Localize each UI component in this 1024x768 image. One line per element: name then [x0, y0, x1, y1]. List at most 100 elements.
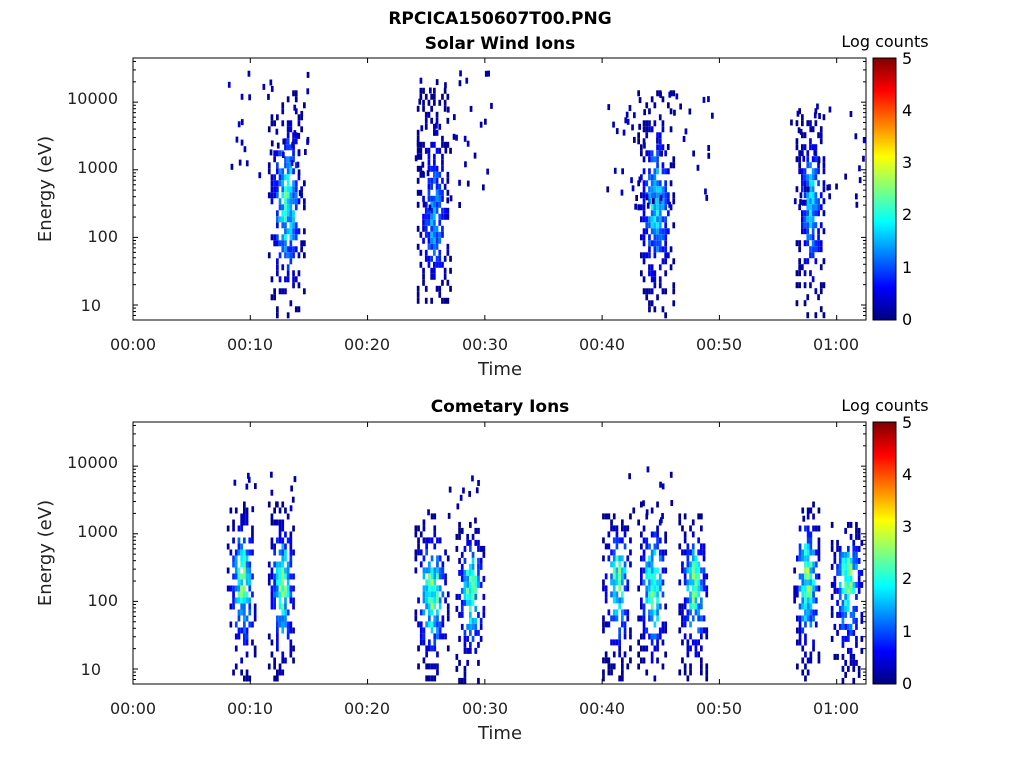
heatmap-cell [809, 162, 812, 169]
heatmap-cell [479, 623, 483, 630]
heatmap-cell [661, 246, 665, 253]
colorbar-tick: 3 [902, 153, 912, 172]
figure-title: RPCICA150607T00.PNG [388, 9, 611, 29]
heatmap-cell [681, 621, 684, 628]
heatmap-cell [847, 623, 850, 630]
heatmap-cell [300, 110, 304, 117]
heatmap-cell [817, 543, 821, 550]
heatmap-cell [428, 597, 431, 604]
heatmap-cell [694, 603, 698, 610]
heatmap-cell [474, 587, 478, 594]
heatmap-cell [806, 513, 810, 520]
heatmap-cell [645, 150, 649, 157]
heatmap-cell [683, 603, 687, 610]
heatmap-cell [844, 599, 847, 606]
heatmap-cell [801, 150, 804, 157]
heatmap-cell [841, 587, 845, 594]
heatmap-cell [251, 537, 254, 544]
heatmap-cell [419, 621, 423, 628]
heatmap-cell [686, 549, 690, 556]
heatmap-cell [801, 591, 805, 598]
heatmap-cell [427, 195, 431, 202]
heatmap-cell [844, 557, 847, 564]
heatmap-cell [841, 557, 845, 564]
heatmap-cell [656, 603, 659, 610]
heatmap-cell [420, 125, 424, 132]
heatmap-cell [474, 617, 478, 624]
heatmap-cell [286, 264, 290, 271]
heatmap-cell [438, 99, 442, 106]
heatmap-cell [604, 585, 608, 592]
heatmap-cell [433, 165, 436, 172]
heatmap-cell [809, 657, 813, 664]
heatmap-cell [303, 288, 306, 295]
heatmap-cell [666, 144, 670, 150]
heatmap-cell [291, 141, 294, 148]
heatmap-cell [281, 603, 285, 610]
heatmap-cell [844, 671, 847, 678]
heatmap-cell [814, 573, 818, 580]
heatmap-cell [650, 126, 654, 133]
heatmap-cell [286, 120, 290, 127]
heatmap-cell [811, 156, 815, 163]
heatmap-cell [798, 573, 802, 580]
heatmap-cell [477, 629, 480, 636]
heatmap-cell [237, 567, 241, 574]
heatmap-cell [607, 609, 611, 616]
heatmap-cell [297, 252, 301, 259]
heatmap-cell [419, 93, 423, 100]
heatmap-cell [658, 246, 662, 253]
heatmap-cell [798, 633, 802, 640]
heatmap-cell [656, 192, 659, 199]
heatmap-cell [433, 99, 436, 106]
heatmap-cell [276, 579, 279, 586]
heatmap-cell [234, 597, 238, 604]
heatmap-cell [637, 663, 640, 670]
heatmap-cell [798, 270, 801, 277]
heatmap-cell [637, 132, 640, 139]
heatmap-cell [637, 651, 640, 658]
heatmap-cell [460, 527, 464, 534]
heatmap-cell [286, 138, 290, 145]
heatmap-cell [847, 563, 850, 570]
heatmap-cell [664, 258, 667, 265]
heatmap-cell [648, 264, 651, 271]
heatmap-cell [672, 198, 676, 205]
heatmap-cell [602, 537, 605, 544]
colorbar-frame [872, 421, 897, 685]
x-tick-label: 00:30 [462, 699, 508, 718]
heatmap-cell [471, 533, 475, 540]
heatmap-cell [273, 597, 276, 604]
heatmap-cell [428, 663, 431, 670]
heatmap-cell [645, 567, 649, 574]
heatmap-cell [270, 114, 274, 121]
heatmap-cell [430, 243, 433, 250]
heatmap-cell [621, 525, 624, 532]
heatmap-cell [425, 663, 428, 670]
heatmap-cell [421, 170, 425, 177]
heatmap-cell [232, 555, 235, 562]
heatmap-cell [628, 473, 631, 480]
heatmap-cell [653, 543, 657, 550]
colorbar-tick: 0 [902, 674, 912, 693]
heatmap-cell [659, 481, 662, 488]
heatmap-cell [841, 635, 845, 642]
heatmap-cell [284, 591, 287, 598]
heatmap-cell [428, 675, 431, 682]
heatmap-cell [623, 525, 627, 532]
heatmap-cell [819, 222, 823, 229]
heatmap-cell [289, 228, 293, 235]
heatmap-cell [456, 503, 460, 510]
heatmap-cell [490, 102, 493, 109]
heatmap-cell [798, 639, 802, 646]
heatmap-cell [602, 669, 605, 676]
heatmap-cell [648, 633, 651, 640]
heatmap-cell [443, 297, 447, 304]
heatmap-cell [804, 603, 807, 610]
heatmap-cell [642, 615, 646, 622]
heatmap-cell [226, 525, 230, 532]
heatmap-cell [806, 240, 810, 247]
heatmap-cell [289, 246, 293, 253]
heatmap-cell [658, 114, 662, 121]
heatmap-cell [273, 120, 276, 127]
